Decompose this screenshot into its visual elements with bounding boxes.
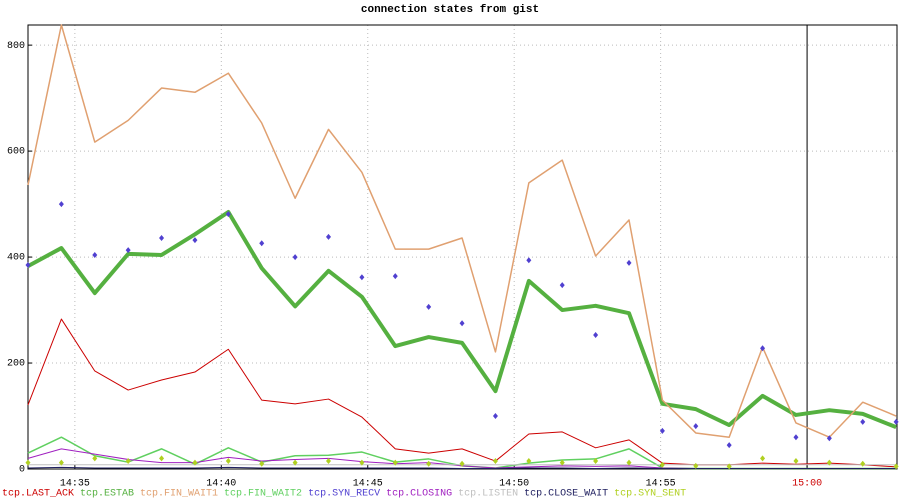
data-point: [159, 455, 165, 462]
data-point: [559, 282, 565, 289]
data-point: [92, 455, 98, 462]
data-point: [459, 320, 465, 327]
data-point: [125, 458, 131, 465]
data-point: [426, 460, 432, 467]
y-tick-label: 0: [19, 465, 25, 476]
data-point: [760, 345, 766, 352]
data-point: [492, 458, 498, 465]
data-point: [659, 427, 665, 434]
x-tick-label: 14:35: [60, 479, 90, 490]
plot-frame: [27, 24, 898, 470]
legend-entry: tcp.LISTEN: [458, 489, 518, 500]
data-point: [559, 459, 565, 466]
x-tick-label: 14:50: [499, 479, 529, 490]
data-point: [860, 418, 866, 425]
data-point: [726, 463, 732, 470]
legend-entry: tcp.SYN_SENT: [614, 489, 686, 500]
data-point: [726, 442, 732, 449]
data-point: [526, 458, 532, 465]
data-point: [693, 423, 699, 430]
data-point: [292, 254, 298, 261]
x-tick-label: 15:00: [792, 479, 822, 490]
legend-entry: tcp.CLOSE_WAIT: [524, 489, 608, 500]
y-tick-label: 200: [7, 359, 25, 370]
data-point: [426, 303, 432, 310]
series-line: [27, 466, 897, 469]
data-point: [192, 459, 198, 466]
data-point: [459, 460, 465, 467]
legend-entry: tcp.LAST_ACK: [2, 489, 74, 500]
data-point: [593, 331, 599, 338]
y-tick-label: 800: [7, 41, 25, 52]
data-point: [25, 262, 31, 269]
x-tick-label: 14:45: [353, 479, 383, 490]
data-point: [58, 201, 64, 208]
chart-title: connection states from gist: [361, 4, 539, 16]
data-point: [659, 461, 665, 468]
legend-entry: tcp.SYN_RECV: [308, 489, 380, 500]
data-point: [326, 458, 332, 465]
data-point: [793, 434, 799, 441]
data-point: [225, 211, 231, 218]
legend-entry: tcp.FIN_WAIT2: [224, 489, 302, 500]
data-point: [760, 455, 766, 462]
y-tick-label: 400: [7, 253, 25, 264]
data-point: [359, 459, 365, 466]
data-point: [526, 257, 532, 264]
data-point: [259, 240, 265, 247]
data-point: [259, 460, 265, 467]
data-point: [125, 247, 131, 254]
data-point: [626, 459, 632, 466]
data-point: [392, 273, 398, 280]
data-point: [693, 462, 699, 469]
data-point: [392, 459, 398, 466]
data-point: [292, 459, 298, 466]
data-point: [860, 460, 866, 467]
data-point: [826, 459, 832, 466]
series-line: [27, 210, 897, 430]
series-line: [27, 24, 897, 438]
data-point: [492, 413, 498, 420]
data-point: [58, 459, 64, 466]
data-point: [893, 418, 899, 425]
data-point: [593, 458, 599, 465]
data-point: [92, 251, 98, 258]
data-point: [25, 459, 31, 466]
data-point: [626, 259, 632, 266]
data-point: [326, 233, 332, 240]
data-point: [225, 458, 231, 465]
data-point: [192, 237, 198, 244]
data-point: [893, 463, 899, 470]
data-point: [793, 458, 799, 465]
legend-entry: tcp.CLOSING: [386, 489, 452, 500]
data-point: [359, 274, 365, 281]
data-point: [159, 234, 165, 241]
legend-entry: tcp.ESTAB: [80, 489, 134, 500]
x-tick-label: 14:40: [206, 479, 236, 490]
series-line: [27, 318, 897, 468]
legend-entry: tcp.FIN_WAIT1: [140, 489, 218, 500]
y-tick-label: 600: [7, 147, 25, 158]
x-tick-label: 14:55: [646, 479, 676, 490]
data-point: [826, 435, 832, 442]
